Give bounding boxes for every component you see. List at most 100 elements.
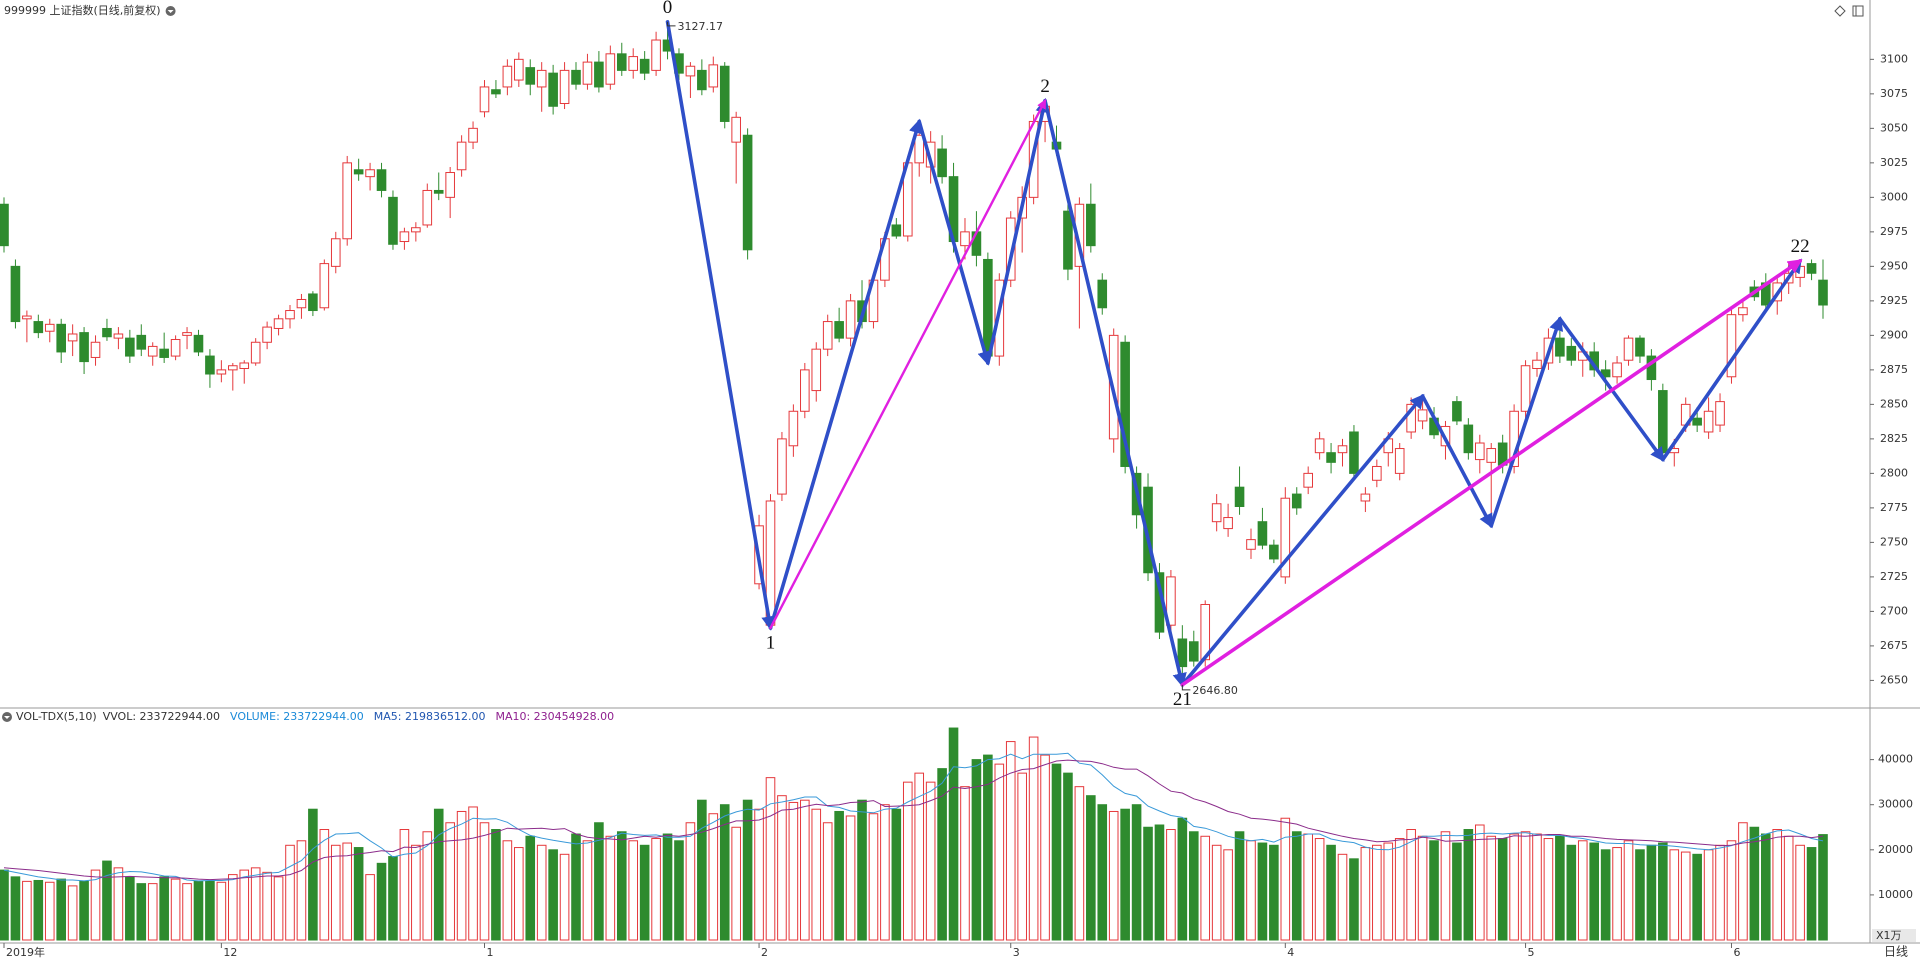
candle-body — [1715, 401, 1725, 426]
volume-bar — [731, 826, 741, 941]
volume-bar — [594, 822, 604, 941]
price-label: 3127.17 — [678, 20, 724, 33]
volume-bar — [742, 799, 753, 941]
candle-body — [1063, 210, 1073, 270]
volume-bar — [1223, 849, 1233, 941]
candle-body — [182, 332, 192, 336]
volume-bar — [1211, 844, 1222, 941]
candle-body — [411, 227, 421, 233]
candle-body — [845, 300, 856, 339]
volume-bar — [971, 759, 982, 941]
volume-bar — [845, 815, 856, 941]
volume-bar — [1234, 831, 1245, 941]
candle-body — [1257, 521, 1268, 546]
volume-bar — [1795, 844, 1805, 941]
volume-bar — [1188, 831, 1199, 941]
candle-body — [296, 298, 307, 309]
candle-body — [1703, 410, 1714, 433]
ma10-line — [3, 759, 1824, 881]
candle-body — [1520, 365, 1531, 412]
volume-bar — [1555, 835, 1565, 941]
volume-bar — [353, 847, 364, 941]
volume-bar — [79, 880, 89, 941]
candle-body — [514, 58, 524, 81]
volume-bar — [548, 849, 558, 941]
wave-label: 2 — [1040, 76, 1050, 97]
candle-body — [788, 410, 799, 447]
volume-bar — [891, 808, 902, 941]
candle-body — [1086, 203, 1096, 247]
candle-body — [1166, 576, 1176, 626]
volume-bar — [1154, 824, 1165, 941]
y-tick-label: 2650 — [1880, 673, 1908, 686]
candle-body — [731, 116, 741, 143]
candle-body — [582, 61, 593, 85]
volume-bar — [1108, 810, 1119, 941]
volume-bar — [983, 754, 993, 941]
volume-bar — [948, 727, 959, 941]
candle-body — [1474, 442, 1485, 461]
volume-bar — [228, 874, 238, 941]
candle-body — [1738, 307, 1748, 316]
volume-y-tick-label: 40000 — [1878, 753, 1913, 766]
diamond-icon[interactable] — [1834, 5, 1846, 17]
volume-bar — [1452, 842, 1462, 941]
volume-bar — [1612, 847, 1622, 941]
panel-icon[interactable] — [1852, 5, 1864, 17]
candle-body — [914, 134, 925, 164]
unit-label: X1万 — [1876, 929, 1902, 942]
y-tick-label: 2750 — [1880, 535, 1908, 548]
window-icons[interactable] — [1834, 5, 1864, 17]
candle-body — [822, 321, 833, 350]
volume-bar — [1749, 826, 1760, 941]
volume-bar — [56, 878, 67, 941]
candle-body — [228, 365, 238, 371]
volume-bar — [376, 862, 387, 941]
period-label: 日线 — [1884, 945, 1908, 959]
volume-bar — [1669, 849, 1680, 941]
volume-bar — [1314, 838, 1325, 941]
volume-bar — [1658, 842, 1668, 941]
volume-bar — [1497, 838, 1508, 941]
wave-line — [1180, 259, 1803, 687]
candle-body — [1280, 497, 1291, 578]
y-tick-label: 3025 — [1880, 156, 1908, 169]
candle-body — [1726, 314, 1737, 378]
candle-body — [1291, 493, 1302, 509]
volume-bar — [1440, 831, 1451, 941]
candle-body — [1326, 452, 1336, 463]
volume-bar — [10, 876, 21, 941]
y-tick-label: 3050 — [1880, 121, 1908, 134]
candle-body — [147, 345, 158, 357]
volume-bar — [319, 829, 330, 941]
volume-bar — [262, 871, 272, 941]
volume-bar — [937, 768, 947, 941]
candle-body — [67, 333, 78, 342]
candle-body — [1463, 424, 1474, 454]
candle-body — [456, 141, 467, 171]
volume-bar — [90, 869, 101, 941]
volume-bar — [1200, 835, 1211, 941]
volume-bar — [1177, 817, 1188, 941]
wave-line — [665, 20, 776, 631]
volume-bar — [605, 835, 616, 941]
volume-bar — [285, 844, 295, 941]
title-dropdown-arrow — [167, 10, 174, 13]
y-tick-label: 2875 — [1880, 363, 1908, 376]
candle-body — [330, 238, 341, 267]
volume-bar — [1417, 835, 1428, 941]
volume-bar — [411, 844, 421, 941]
volume-bar — [536, 844, 547, 941]
volume-bar — [102, 860, 112, 941]
y-tick-label: 3100 — [1880, 52, 1908, 65]
volume-bar — [1703, 849, 1714, 941]
y-tick-label: 3075 — [1880, 87, 1908, 100]
x-tick-label: 2019年 — [6, 945, 45, 959]
candle-body — [250, 341, 261, 364]
candle-body — [79, 332, 89, 363]
volume-bar — [1760, 833, 1771, 941]
candle-body — [273, 318, 284, 329]
wave-label: 0 — [663, 0, 673, 18]
y-tick-label: 3000 — [1880, 190, 1908, 203]
